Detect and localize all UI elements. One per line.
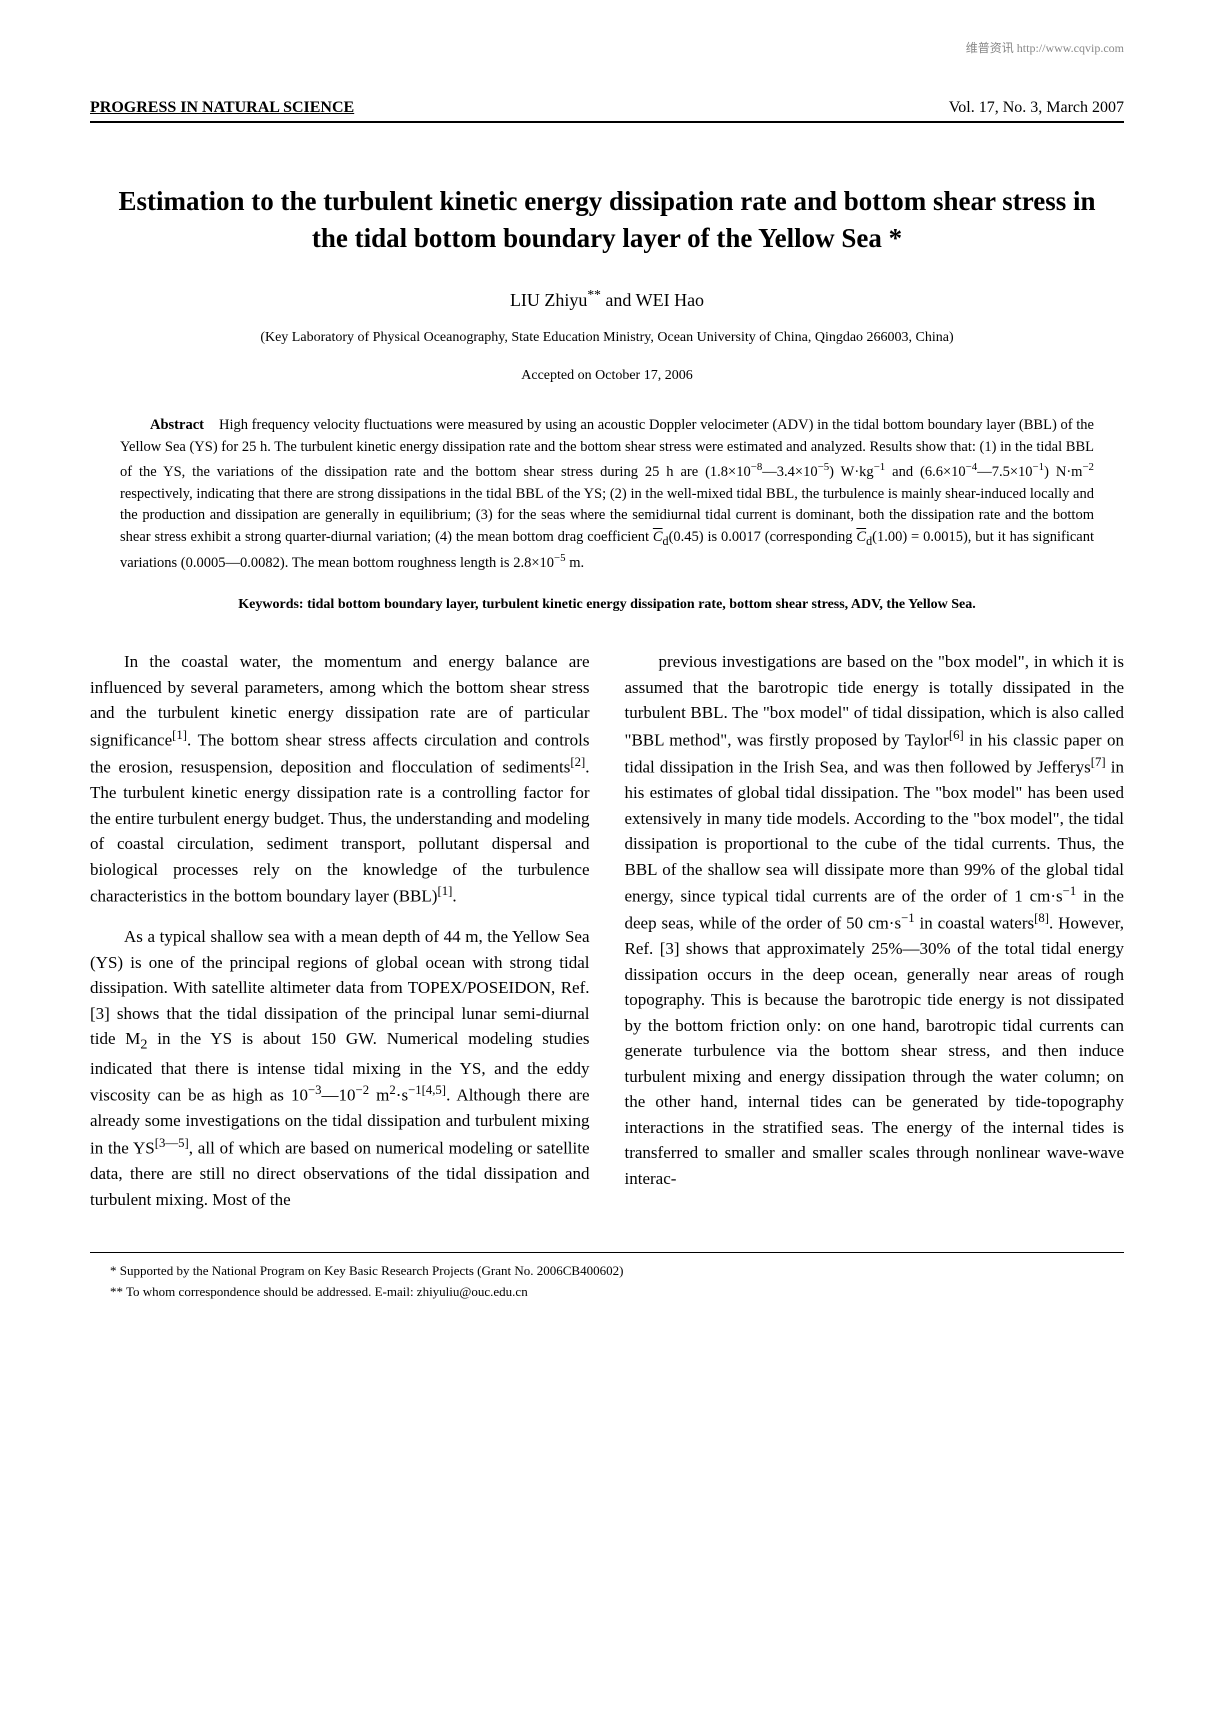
journal-issue: Vol. 17, No. 3, March 2007: [949, 97, 1124, 119]
footnote: ** To whom correspondence should be addr…: [110, 1282, 1124, 1303]
footnote: * Supported by the National Program on K…: [110, 1261, 1124, 1282]
left-column: In the coastal water, the momentum and e…: [90, 649, 590, 1227]
footnotes: * Supported by the National Program on K…: [90, 1252, 1124, 1303]
body-paragraph: In the coastal water, the momentum and e…: [90, 649, 590, 909]
watermark: 维普资讯 http://www.cqvip.com: [90, 40, 1124, 57]
abstract-text: High frequency velocity fluctuations wer…: [120, 417, 1094, 570]
body-columns: In the coastal water, the momentum and e…: [90, 649, 1124, 1227]
abstract-label: Abstract: [150, 417, 204, 433]
keywords: Keywords: tidal bottom boundary layer, t…: [90, 595, 1124, 615]
right-column: previous investigations are based on the…: [625, 649, 1125, 1227]
abstract: AbstractHigh frequency velocity fluctuat…: [90, 415, 1124, 574]
affiliation: (Key Laboratory of Physical Oceanography…: [90, 328, 1124, 348]
journal-header: PROGRESS IN NATURAL SCIENCE Vol. 17, No.…: [90, 97, 1124, 123]
authors: LIU Zhiyu** and WEI Hao: [90, 286, 1124, 313]
accepted-date: Accepted on October 17, 2006: [90, 366, 1124, 386]
article-title: Estimation to the turbulent kinetic ener…: [90, 183, 1124, 256]
body-paragraph: previous investigations are based on the…: [625, 649, 1125, 1191]
journal-name: PROGRESS IN NATURAL SCIENCE: [90, 97, 354, 119]
body-paragraph: As a typical shallow sea with a mean dep…: [90, 924, 590, 1212]
